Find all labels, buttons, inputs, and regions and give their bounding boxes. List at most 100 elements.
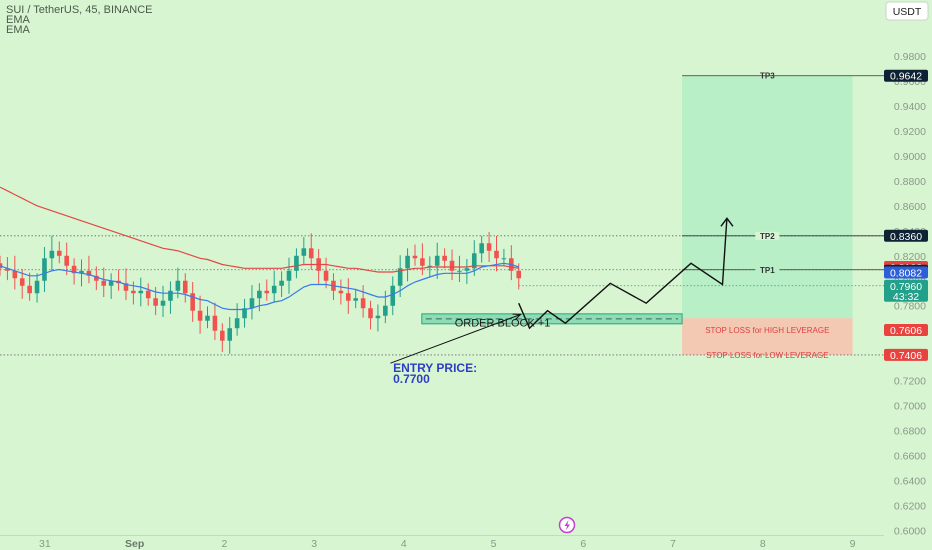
candle-body [27, 285, 32, 294]
candle-body [464, 268, 470, 271]
TP2-badge-text: 0.8360 [890, 231, 922, 243]
order-block-label: ORDER BLOCK +1 [455, 317, 551, 329]
time-tick: 6 [580, 538, 586, 550]
sl-low-badge-text: 0.7406 [890, 350, 922, 362]
candle-body [353, 298, 358, 301]
candle-body [168, 290, 173, 301]
candle-body [234, 318, 240, 329]
ema-badge-text: 0.8082 [890, 268, 922, 280]
time-tick: 31 [39, 538, 51, 550]
price-tick: 0.7200 [894, 376, 926, 388]
profit-zone [682, 75, 853, 319]
candle-body [397, 268, 403, 286]
candle-body [471, 253, 477, 269]
candle-body [94, 275, 99, 281]
candle-body [220, 330, 225, 341]
price-tick: 0.6800 [894, 426, 926, 438]
candle-body [412, 255, 418, 259]
TP3-badge [884, 69, 928, 82]
lightning-icon[interactable] [558, 516, 576, 534]
price-tick: 0.9400 [894, 101, 926, 113]
candle-body [308, 248, 314, 259]
sl-high-label: STOP LOSS for HIGH LEVERAGE [705, 326, 829, 335]
sl-high-badge-text: 0.7606 [890, 325, 922, 337]
time-tick: 5 [491, 538, 497, 550]
price-tick: 0.8800 [894, 176, 926, 188]
candle-body [434, 255, 440, 266]
currency-button[interactable] [885, 1, 929, 21]
candle-body [86, 270, 92, 276]
candle-body [34, 280, 40, 294]
projection-arrowhead [720, 217, 734, 227]
candle-body [227, 328, 233, 341]
candle-body [457, 270, 462, 272]
ema-lines [0, 186, 519, 311]
candle-body [49, 250, 55, 259]
price-tick: 0.6000 [894, 526, 926, 538]
time-tick: Sep [125, 538, 144, 550]
indicator-ema-1: EMA [6, 14, 31, 26]
tp1-label-bg [755, 265, 780, 274]
tp3-label: TP3 [760, 72, 775, 81]
candle-body [383, 305, 388, 316]
candle-body [79, 270, 84, 274]
candle-body [42, 258, 47, 281]
countdown-text: 43:32 [893, 291, 919, 303]
candle-body [420, 258, 425, 266]
candle-body [390, 285, 396, 306]
candle-body [405, 255, 410, 269]
time-tick: 8 [760, 538, 766, 550]
ema-slow-line [0, 186, 519, 273]
candle-body [71, 265, 77, 274]
candle-body [345, 293, 351, 301]
candle-body [123, 283, 129, 291]
candle-body [12, 270, 18, 279]
candle-body [501, 258, 507, 260]
candle-body [264, 290, 270, 294]
candle-body [242, 308, 247, 319]
candle-body [449, 260, 455, 271]
loss-zone [682, 318, 853, 355]
candle-body [197, 310, 203, 321]
tp2-label: TP2 [760, 232, 775, 241]
candle-body [338, 290, 344, 294]
candle-body [64, 255, 69, 266]
time-tick: 7 [670, 538, 676, 550]
candle-body [442, 255, 447, 261]
candle-body [494, 250, 499, 259]
candle-body [175, 280, 181, 291]
price-tick: 0.9200 [894, 126, 926, 138]
candle-body [138, 290, 144, 294]
time-tick: 9 [850, 538, 856, 550]
candle-body [479, 243, 484, 254]
price-tick: 0.7000 [894, 401, 926, 413]
projection-path [518, 218, 728, 330]
candle-body [212, 315, 218, 331]
currency-button-label: USDT [893, 6, 922, 18]
entry-arrowhead [512, 313, 522, 321]
drawings: TP3 TP2 TP1 STOP LOSS for HIGH LEVERAGE STOP… [390, 72, 829, 386]
candle-body [145, 290, 151, 299]
last-badge [884, 279, 928, 302]
sl-low-badge [884, 348, 928, 361]
candle-body [279, 280, 284, 286]
entry-arrow-line [390, 314, 521, 364]
TP3-badge-text: 0.9642 [890, 71, 922, 83]
symbol-title: SUI / TetherUS, 45, BINANCE [6, 4, 153, 16]
time-axis[interactable]: 31 Sep 2 3 4 5 6 7 8 9 [0, 535, 884, 550]
candle-body [182, 280, 188, 294]
price-tick: 0.7800 [894, 301, 926, 313]
time-tick: 4 [401, 538, 407, 550]
candle-body [271, 285, 277, 294]
candle-body [427, 265, 433, 267]
last-badge-text: 0.7960 [890, 281, 922, 293]
entry-price-value: 0.7700 [393, 372, 430, 386]
ema-badge [884, 266, 928, 279]
candle-body [294, 255, 299, 271]
price-tick: 0.6600 [894, 451, 926, 463]
candle-body [131, 290, 136, 294]
candle-body [205, 315, 210, 321]
candle-body [368, 308, 373, 319]
